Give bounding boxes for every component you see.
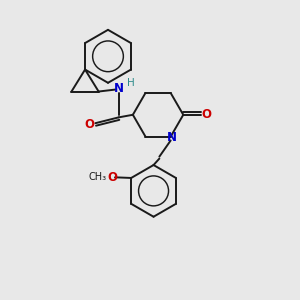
Text: O: O: [85, 118, 94, 131]
Text: N: N: [114, 82, 124, 95]
Text: O: O: [202, 108, 212, 121]
Text: CH₃: CH₃: [88, 172, 106, 182]
Text: H: H: [127, 78, 135, 88]
Text: N: N: [167, 131, 177, 144]
Text: O: O: [107, 171, 117, 184]
